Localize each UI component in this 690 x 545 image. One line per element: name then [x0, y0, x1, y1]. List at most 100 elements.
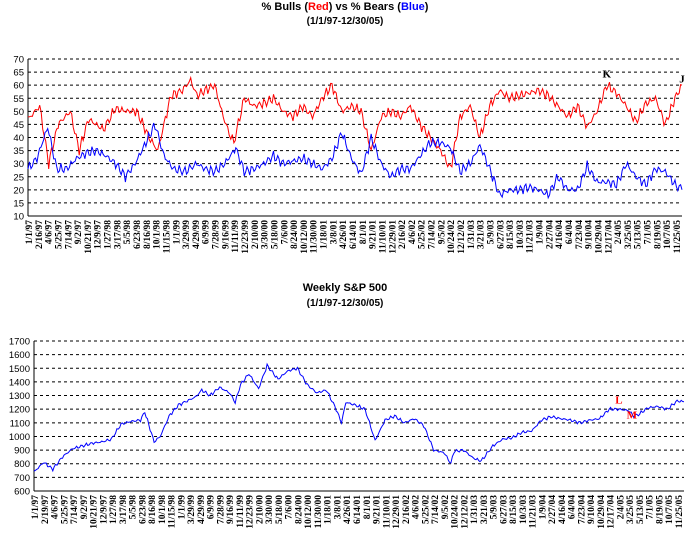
- chart2-title: Weekly S&P 500: [302, 282, 388, 294]
- sp500-y-tick-label: 1300: [9, 391, 30, 402]
- sentiment-x-tick-label: 7/14/02: [428, 220, 438, 249]
- sentiment-x-tick-label: 3/30/00: [261, 220, 271, 249]
- sentiment-x-tick-label: 12/9/97: [94, 220, 104, 249]
- chart1-subtitle: (1/1/97-12/30/05): [306, 16, 384, 27]
- sentiment-x-tick-label: 1/31/03: [467, 220, 477, 249]
- sentiment-x-tick-label: 1/27/98: [104, 220, 114, 249]
- sp500-x-tick-label: 5/5/98: [129, 495, 139, 520]
- sp500-x-tick-label: 5/25/02: [421, 495, 431, 524]
- sp500-x-tick-label: 10/21/97: [90, 495, 100, 529]
- sentiment-x-tick-label: 6/9/99: [202, 220, 212, 245]
- sentiment-x-tick-label: 3/17/98: [113, 220, 123, 249]
- sentiment-x-tick-label: 10/3/03: [516, 220, 526, 249]
- sentiment-x-tick-label: 12/23/99: [241, 220, 251, 254]
- sp500-x-tick-label: 3/29/99: [187, 495, 197, 524]
- sentiment-x-tick-label: 5/13/05: [634, 220, 644, 249]
- sp500-x-tick-label: 9/16/99: [226, 495, 236, 524]
- sentiment-x-tick-label: 2/16/97: [35, 220, 45, 249]
- sp500-x-tick-label: 6/4/04: [568, 495, 578, 520]
- sentiment-x-tick-label: 9/21/01: [369, 220, 379, 249]
- sentiment-x-tick-label: 3/21/03: [477, 220, 487, 249]
- sentiment-x-tick-label: 3/25/05: [624, 220, 634, 249]
- sentiment-x-tick-label: 5/9/03: [486, 220, 496, 245]
- sp500-x-tick-label: 6/9/99: [207, 495, 217, 520]
- sp500-x-tick-label: 7/6/00: [285, 495, 295, 520]
- sp500-x-tick-label: 7/23/04: [577, 495, 587, 524]
- sentiment-y-tick-label: 35: [13, 146, 24, 157]
- sp500-x-tick-label: 1/9/04: [538, 495, 548, 520]
- sp500-x-tick-label: 8/19/05: [655, 495, 665, 524]
- sp500-x-tick-label: 10/1/98: [158, 495, 168, 524]
- sp500-x-tick-label: 10/7/05: [665, 495, 675, 524]
- sentiment-y-tick-label: 15: [13, 198, 24, 209]
- sp500-x-tick-label: 10/24/02: [451, 495, 461, 529]
- sp500-x-tick-label: 11/30/00: [314, 495, 324, 529]
- sentiment-x-tick-label: 4/29/99: [192, 220, 202, 249]
- sentiment-x-tick-label: 6/23/98: [133, 220, 143, 249]
- sp500-y-tick-label: 1400: [9, 377, 30, 388]
- sentiment-x-tick-label: 1/18/01: [320, 220, 330, 249]
- sp500-x-tick-label: 10/29/04: [597, 495, 607, 529]
- sentiment-x-tick-label: 7/14/97: [64, 220, 74, 249]
- sp500-x-tick-label: 6/27/03: [499, 495, 509, 524]
- sp500-x-tick-label: 12/23/99: [246, 495, 256, 529]
- sp500-x-tick-label: 8/15/03: [509, 495, 519, 524]
- sentiment-x-tick-label: 4/26/01: [339, 220, 349, 249]
- sentiment-x-tick-label: 11/25/05: [673, 220, 683, 254]
- sp500-x-tick-label: 2/19/97: [41, 495, 51, 524]
- sentiment-x-tick-label: 10/24/02: [447, 220, 457, 254]
- sentiment-x-tick-label: 7/6/00: [280, 220, 290, 245]
- sp500-x-tick-label: 1/1/97: [31, 495, 41, 520]
- sp500-x-tick-label: 9/21/01: [373, 495, 383, 524]
- sp500-x-tick-label: 11/10/01: [382, 495, 392, 529]
- sentiment-x-tick-label: 12/12/02: [457, 220, 467, 254]
- sp500-x-tick-label: 4/16/04: [558, 495, 568, 524]
- sp500-y-tick-label: 1500: [9, 364, 30, 375]
- sentiment-x-tick-label: 6/4/04: [565, 220, 575, 245]
- sentiment-x-tick-label: 10/21/97: [84, 220, 94, 254]
- sp500-x-tick-label: 12/29/01: [392, 495, 402, 529]
- sentiment-y-tick-label: 50: [13, 107, 24, 118]
- sp500-x-tick-label: 9/10/04: [587, 495, 597, 524]
- sp500-x-tick-label: 4/6/02: [412, 495, 422, 520]
- sp500-x-tick-label: 1/18/01: [324, 495, 334, 524]
- sp500-x-tick-label: 9/5/02: [441, 495, 451, 520]
- chart1-title: % Bulls (Red) vs % Bears (Blue): [0, 1, 690, 13]
- sp500-y-tick-label: 1600: [9, 350, 30, 361]
- sentiment-x-tick-label: 7/1/05: [644, 220, 654, 245]
- sentiment-x-tick-label: 1/9/04: [536, 220, 546, 245]
- sentiment-y-tick-label: 55: [13, 94, 24, 105]
- sp500-x-tick-label: 11/21/03: [529, 495, 539, 529]
- sentiment-x-tick-label: 8/19/05: [653, 220, 663, 249]
- sentiment-x-tick-label: 10/29/04: [594, 220, 604, 254]
- sp500-x-tick-label: 11/11/99: [236, 495, 246, 528]
- sp500-x-tick-label: 8/24/00: [294, 495, 304, 524]
- sp500-x-tick-label: 12/12/02: [460, 495, 470, 529]
- chart1-title-part-4: ): [424, 1, 429, 13]
- sentiment-x-tick-label: 11/10/01: [378, 220, 388, 254]
- sp500-x-tick-label: 11/15/98: [168, 495, 178, 529]
- sp500-x-tick-label: 3/8/01: [333, 495, 343, 520]
- sentiment-x-tick-label: 9/5/02: [437, 220, 447, 245]
- sentiment-x-tick-label: 8/24/00: [290, 220, 300, 249]
- sentiment-x-tick-label: 5/5/98: [123, 220, 133, 245]
- sp500-x-tick-label: 9/2/97: [80, 495, 90, 520]
- sp500-y-tick-label: 700: [14, 473, 30, 484]
- chart1-title-part-1: Red: [308, 1, 329, 13]
- sentiment-x-tick-label: 4/6/02: [408, 220, 418, 245]
- sp500-x-tick-label: 11/25/05: [675, 495, 685, 529]
- sentiment-x-tick-label: 7/23/04: [575, 220, 585, 249]
- sentiment-x-tick-label: 9/10/04: [585, 220, 595, 249]
- sp500-x-tick-label: 7/28/99: [216, 495, 226, 524]
- chart1-title-part-0: % Bulls (: [261, 1, 308, 13]
- sp500-x-tick-label: 7/1/05: [646, 495, 656, 520]
- sentiment-x-tick-label: 6/14/01: [349, 220, 359, 249]
- sentiment-x-tick-label: 2/10/00: [251, 220, 261, 249]
- sp500-x-tick-label: 2/27/04: [548, 495, 558, 524]
- sentiment-x-tick-label: 4/16/04: [555, 220, 565, 249]
- sp500-y-tick-label: 1700: [9, 337, 30, 348]
- sp500-x-tick-label: 1/27/98: [109, 495, 119, 524]
- sentiment-y-tick-label: 65: [13, 68, 24, 79]
- sp500-y-tick-label: 900: [14, 446, 30, 457]
- sp500-x-tick-label: 6/23/98: [138, 495, 148, 524]
